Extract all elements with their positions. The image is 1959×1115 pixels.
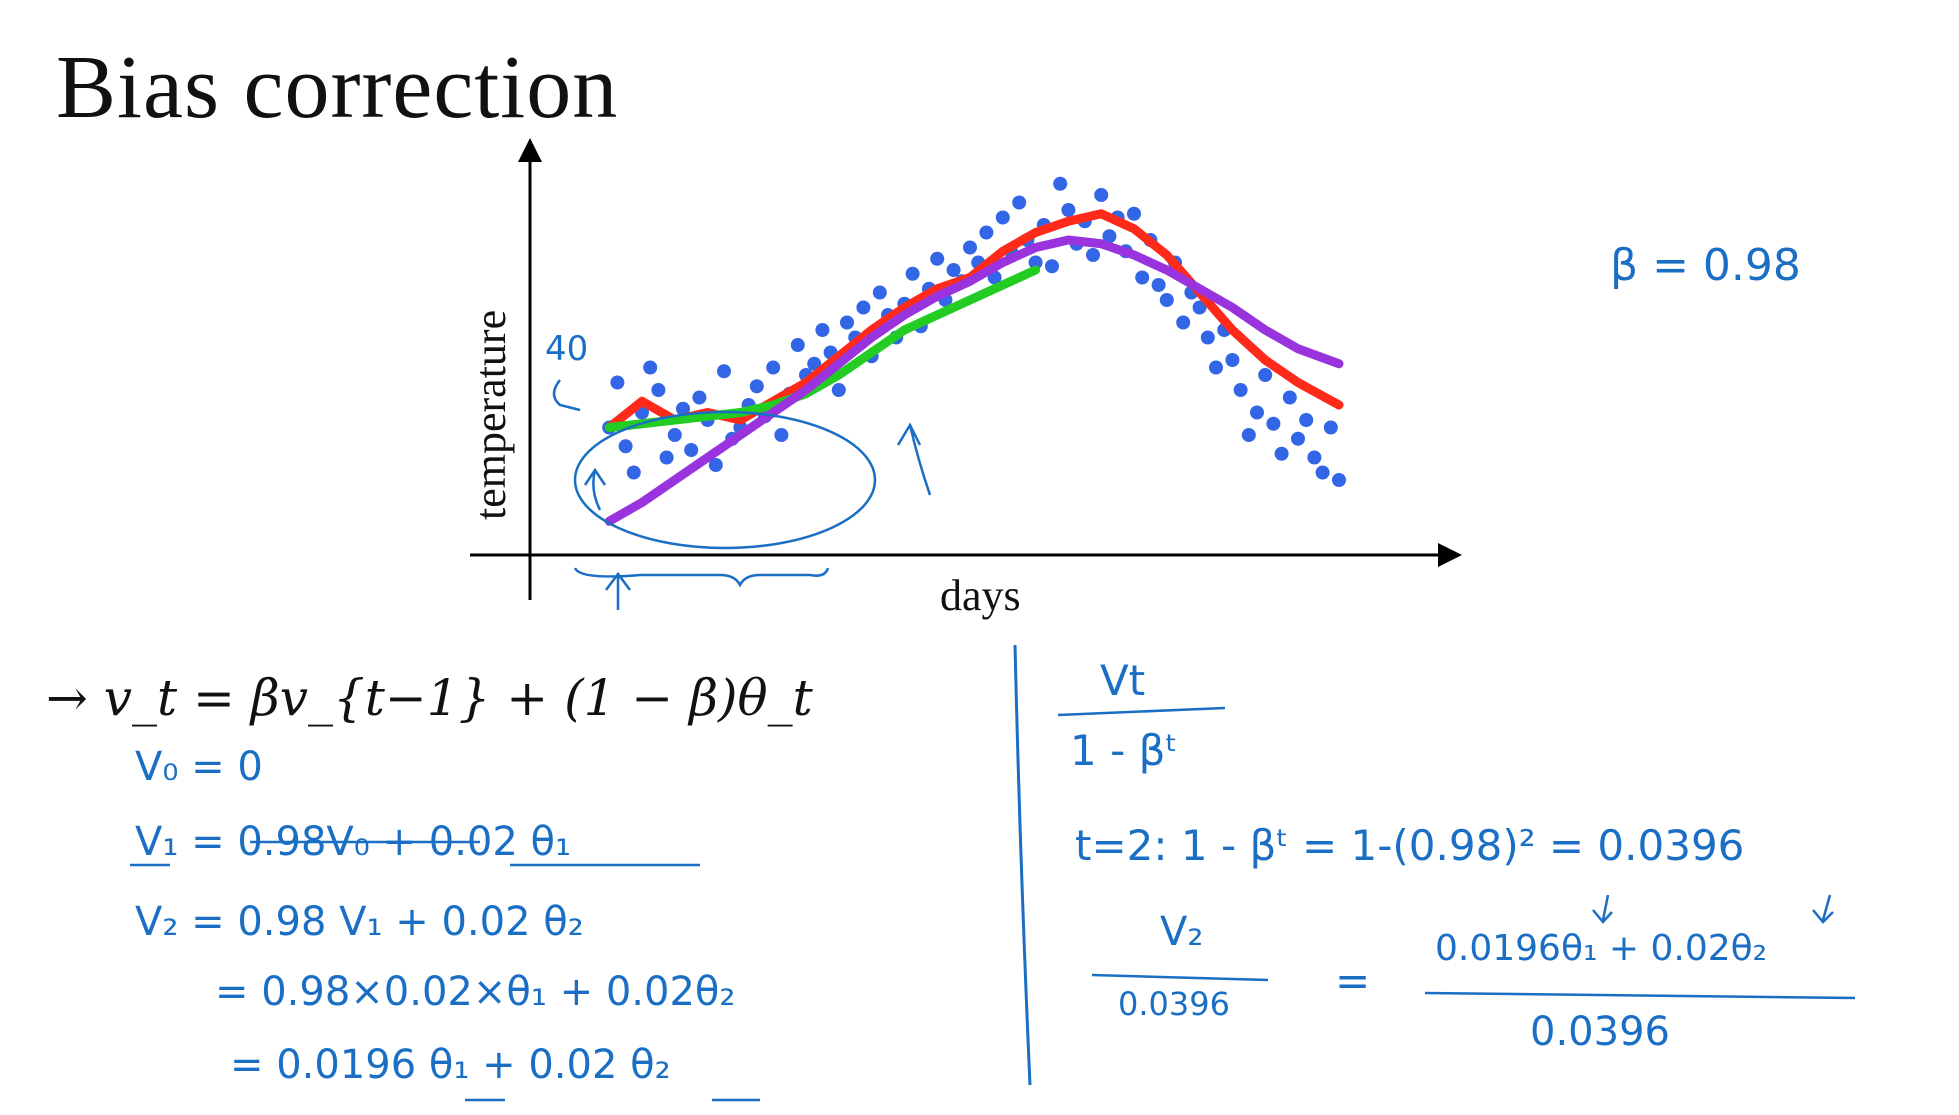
scatter-point: [1028, 255, 1043, 270]
scatter-points: [602, 176, 1346, 487]
mark-up-arrow-1: [583, 467, 607, 511]
scatter-point: [1127, 206, 1141, 221]
scatter-point: [651, 383, 666, 397]
scatter-point: [618, 439, 633, 454]
scatter-point: [1323, 420, 1338, 435]
scatter-point: [626, 465, 641, 480]
purple-bias-line: [604, 235, 1344, 526]
scatter-point: [708, 458, 723, 472]
annotation-40: 40: [545, 329, 588, 369]
scatter-point: [1291, 431, 1305, 446]
scatter-point: [1061, 203, 1076, 217]
v2-numerator: V₂: [1160, 909, 1203, 955]
t2-line: t=2: 1 - βᵗ = 1-(0.98)² = 0.0396: [1075, 821, 1744, 870]
scatter-point: [1053, 176, 1068, 191]
scatter-point: [831, 383, 846, 397]
v2-rhs-numerator: 0.0196θ₁ + 0.02θ₂: [1435, 928, 1767, 969]
scatter-point: [1045, 259, 1059, 274]
scatter-point: [815, 323, 830, 337]
scatter-point: [1274, 446, 1289, 461]
v2-rhs-denominator: 0.0396: [1530, 1009, 1670, 1055]
derivation-line-4: = 0.0196 θ₁ + 0.02 θ₂: [230, 1042, 671, 1088]
v2-denominator: 0.0396: [1118, 985, 1230, 1023]
scatter-point: [1332, 473, 1346, 487]
scatter-point: [1299, 413, 1314, 427]
scatter-point: [905, 266, 920, 281]
derivation-line-0: V₀ = 0: [135, 744, 263, 790]
green-average-line: [604, 265, 1041, 432]
scatter-point: [995, 210, 1010, 225]
scatter-point: [1102, 229, 1117, 244]
scatter-point: [1094, 188, 1109, 202]
scatter-point: [1307, 450, 1322, 465]
scatter-point: [610, 375, 625, 390]
day-range-brace: [573, 567, 830, 588]
fraction-top: Vt: [1100, 656, 1145, 705]
scatter-point: [1012, 195, 1027, 210]
v2-equals: =: [1335, 956, 1370, 1005]
down-arrow-theta1: [1592, 894, 1613, 924]
scatter-point: [790, 338, 805, 352]
scatter-point: [1192, 300, 1207, 315]
scatter-point: [676, 401, 690, 416]
scatter-point: [659, 450, 674, 465]
scatter-point: [856, 300, 871, 315]
scatter-point: [1315, 465, 1330, 480]
slide-title: Bias correction: [56, 38, 619, 137]
fraction-bottom: 1 - βᵗ: [1070, 726, 1178, 775]
scatter-point: [963, 240, 977, 255]
scatter-point: [1250, 405, 1264, 420]
startup-region-ellipse: [573, 410, 877, 550]
y-axis-label: temperature: [466, 310, 515, 520]
scatter-point: [1176, 315, 1191, 330]
scatter-point: [1151, 278, 1166, 292]
mark-up-arrow-2: [896, 422, 932, 496]
annotation-40-arrow: [552, 379, 581, 412]
scatter-point: [1086, 248, 1100, 262]
scatter-point: [979, 225, 994, 240]
scatter-point: [1241, 428, 1256, 442]
scatter-point: [684, 443, 699, 457]
scatter-point: [1209, 360, 1223, 375]
ewma-formula: → v_t = βv_{t−1} + (1 − β)θ_t: [46, 669, 814, 727]
scatter-point: [766, 360, 781, 375]
scatter-point: [1135, 270, 1150, 285]
scatter-point: [946, 263, 961, 277]
scatter-point: [1225, 353, 1240, 367]
scatter-point: [1258, 368, 1273, 382]
down-arrow-theta2: [1812, 894, 1834, 924]
left-derivation: V₀ = 0 V₁ = 0.98V₀ + 0.02 θ₁ V₂ = 0.98 V…: [130, 744, 760, 1102]
scatter-point: [872, 285, 887, 300]
fraction-bar-2: [1091, 973, 1269, 982]
average-lines: [604, 209, 1344, 526]
divider-line: [1013, 644, 1032, 1086]
scatter-point: [1233, 383, 1248, 397]
x-axis-label: days: [940, 571, 1021, 620]
scatter-point: [807, 356, 822, 371]
scatter-point: [643, 360, 658, 375]
scatter-point: [1266, 416, 1281, 431]
fraction-bar-1: [1057, 706, 1226, 717]
scatter-point: [1159, 293, 1174, 307]
scatter-point: [1200, 330, 1215, 345]
scatter-point: [667, 428, 682, 442]
beta-value: β = 0.98: [1610, 240, 1801, 291]
scatter-point: [749, 379, 764, 394]
scatter-point: [774, 428, 789, 442]
scatter-point: [840, 315, 854, 330]
fraction-bar-3: [1424, 991, 1856, 1000]
day-range-arrow: [605, 571, 631, 610]
right-derivation: Vt 1 - βᵗ t=2: 1 - βᵗ = 1-(0.98)² = 0.03…: [1057, 656, 1856, 1055]
derivation-line-3: = 0.98×0.02×θ₁ + 0.02θ₂: [215, 969, 735, 1015]
derivation-line-2: V₂ = 0.98 V₁ + 0.02 θ₂: [135, 899, 584, 945]
scatter-point: [1282, 390, 1297, 405]
scatter-point: [930, 251, 945, 266]
scatter-point: [717, 364, 731, 379]
scatter-point: [692, 390, 707, 405]
